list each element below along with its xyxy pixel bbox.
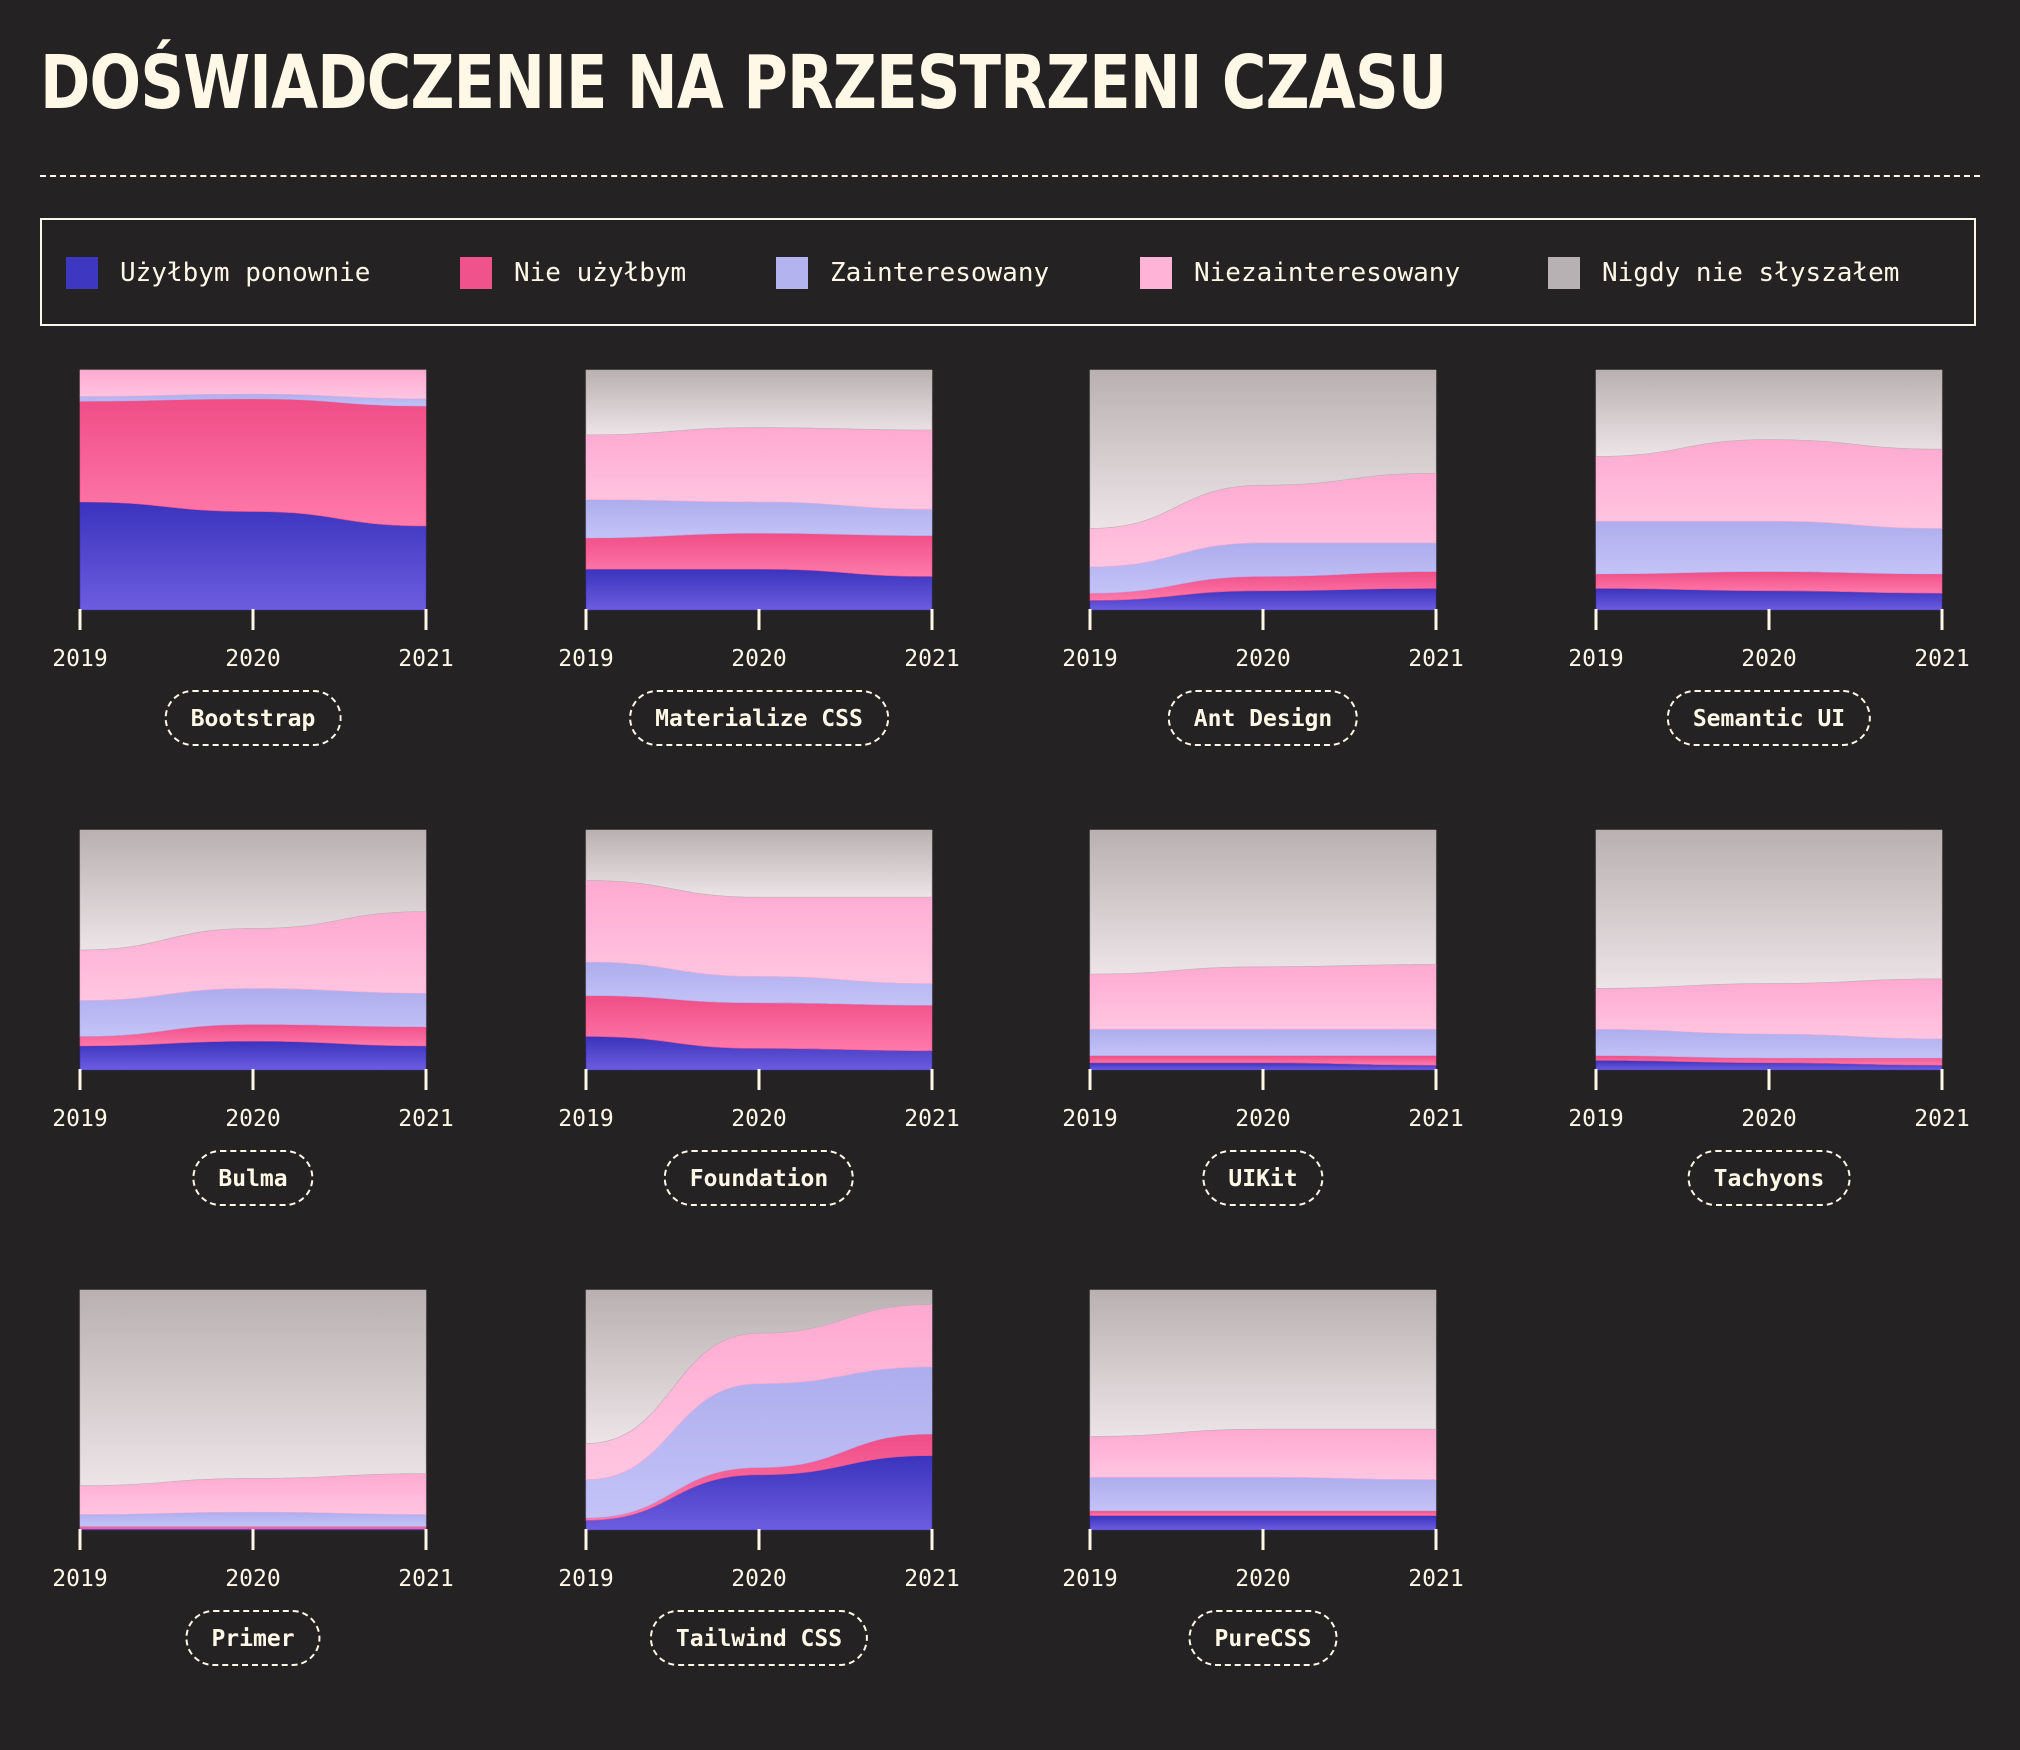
x-tick-label: 2020 xyxy=(731,646,786,672)
area-would-use-again xyxy=(79,1040,427,1071)
x-tick-label: 2019 xyxy=(1568,646,1623,672)
area-interested xyxy=(1595,520,1943,575)
area-interested xyxy=(1089,1476,1437,1512)
area-never-heard xyxy=(79,1289,427,1486)
chart-primer: 2019 2020 2021 xyxy=(52,1289,454,1592)
area-never-heard xyxy=(585,1289,933,1444)
x-tick-label: 2019 xyxy=(52,1106,107,1132)
legend-item-not-interested[interactable]: Niezainteresowany xyxy=(1140,256,1460,290)
legend-item-interested[interactable]: Zainteresowany xyxy=(776,256,1049,290)
legend-label: Zainteresowany xyxy=(830,258,1050,288)
area-never-heard xyxy=(1089,1289,1437,1437)
area-never-heard xyxy=(585,829,933,898)
x-tick-label: 2020 xyxy=(1741,1106,1796,1132)
x-tick-label: 2021 xyxy=(904,1566,959,1592)
chart-ant-design: 2019 2020 2021 xyxy=(1062,369,1464,672)
legend-label: Użyłbym ponownie xyxy=(120,258,371,288)
area-never-heard xyxy=(1089,829,1437,975)
x-tick-label: 2021 xyxy=(1914,646,1969,672)
x-tick-label: 2020 xyxy=(1741,646,1796,672)
x-tick-label: 2019 xyxy=(558,1566,613,1592)
chart-uikit: 2019 2020 2021 xyxy=(1062,829,1464,1132)
area-never-heard xyxy=(1595,829,1943,989)
x-tick-label: 2020 xyxy=(1235,1106,1290,1132)
title-divider xyxy=(40,175,1980,177)
area-never-heard xyxy=(1089,369,1437,529)
x-tick-label: 2020 xyxy=(731,1566,786,1592)
legend-swatch-never-heard xyxy=(1548,257,1580,289)
x-tick-label: 2019 xyxy=(1062,1106,1117,1132)
x-tick-label: 2021 xyxy=(1408,1566,1463,1592)
x-tick-label: 2019 xyxy=(558,646,613,672)
x-tick-label: 2019 xyxy=(558,1106,613,1132)
chart-name-materialize-css: Materialize CSS xyxy=(629,690,889,746)
area-never-heard xyxy=(79,829,427,951)
x-tick-label: 2020 xyxy=(1235,646,1290,672)
legend-swatch-interested xyxy=(776,257,808,289)
chart-name-tailwind-css: Tailwind CSS xyxy=(649,1610,869,1666)
chart-name-primer: Primer xyxy=(185,1610,321,1666)
chart-name-tachyons: Tachyons xyxy=(1687,1150,1851,1206)
x-tick-label: 2020 xyxy=(1235,1566,1290,1592)
chart-name-purecss: PureCSS xyxy=(1188,1610,1338,1666)
x-tick-label: 2021 xyxy=(398,1566,453,1592)
chart-bulma: 2019 2020 2021 xyxy=(52,829,454,1132)
area-never-heard xyxy=(1595,369,1943,457)
chart-tachyons: 2019 2020 2021 xyxy=(1568,829,1970,1132)
legend-label: Nigdy nie słyszałem xyxy=(1602,258,1900,288)
x-tick-label: 2021 xyxy=(1408,646,1463,672)
x-tick-label: 2019 xyxy=(1062,646,1117,672)
x-tick-label: 2019 xyxy=(52,646,107,672)
legend-label: Niezainteresowany xyxy=(1194,258,1461,288)
chart-name-uikit: UIKit xyxy=(1202,1150,1324,1206)
x-tick-label: 2021 xyxy=(1408,1106,1463,1132)
x-tick-label: 2020 xyxy=(225,1106,280,1132)
chart-tailwind-css: 2019 2020 2021 xyxy=(558,1289,960,1592)
area-would-use-again xyxy=(1089,1515,1437,1531)
x-tick-label: 2021 xyxy=(1914,1106,1969,1132)
area-not-interested xyxy=(1089,1428,1437,1480)
legend-swatch-would-not-use xyxy=(460,257,492,289)
area-would-not-use xyxy=(1089,1510,1437,1516)
x-tick-label: 2019 xyxy=(1568,1106,1623,1132)
x-tick-label: 2019 xyxy=(52,1566,107,1592)
area-never-heard xyxy=(585,369,933,436)
x-tick-label: 2021 xyxy=(904,1106,959,1132)
legend-item-would-not-use[interactable]: Nie użyłbym xyxy=(460,256,686,290)
legend-item-never-heard[interactable]: Nigdy nie słyszałem xyxy=(1548,256,1899,290)
x-tick-label: 2020 xyxy=(225,1566,280,1592)
chart-purecss: 2019 2020 2021 xyxy=(1062,1289,1464,1592)
area-not-interested xyxy=(585,427,933,510)
legend-swatch-not-interested xyxy=(1140,257,1172,289)
chart-bootstrap: 2019 2020 2021 xyxy=(52,369,454,672)
chart-materialize-css: 2019 2020 2021 xyxy=(558,369,960,672)
chart-name-ant-design: Ant Design xyxy=(1167,690,1359,746)
legend-label: Nie użyłbym xyxy=(514,258,687,288)
chart-semantic-ui: 2019 2020 2021 xyxy=(1568,369,1970,672)
chart-name-semantic-ui: Semantic UI xyxy=(1666,690,1872,746)
x-tick-label: 2021 xyxy=(398,646,453,672)
legend-swatch-would-use-again xyxy=(66,257,98,289)
x-tick-label: 2020 xyxy=(731,1106,786,1132)
area-would-not-use xyxy=(79,1526,427,1530)
page-title: DOŚWIADCZENIE NA PRZESTRZENI CZASU xyxy=(40,40,1447,126)
x-tick-label: 2021 xyxy=(398,1106,453,1132)
chart-name-bootstrap: Bootstrap xyxy=(164,690,342,746)
legend-item-would-use-again[interactable]: Użyłbym ponownie xyxy=(66,256,370,290)
area-interested xyxy=(1089,1028,1437,1056)
area-not-interested xyxy=(1089,964,1437,1030)
chart-foundation: 2019 2020 2021 xyxy=(558,829,960,1132)
legend: Użyłbym ponownie Nie użyłbym Zainteresow… xyxy=(40,218,1976,326)
x-tick-label: 2021 xyxy=(904,646,959,672)
chart-name-bulma: Bulma xyxy=(192,1150,314,1206)
x-tick-label: 2019 xyxy=(1062,1566,1117,1592)
chart-name-foundation: Foundation xyxy=(663,1150,855,1206)
x-tick-label: 2020 xyxy=(225,646,280,672)
